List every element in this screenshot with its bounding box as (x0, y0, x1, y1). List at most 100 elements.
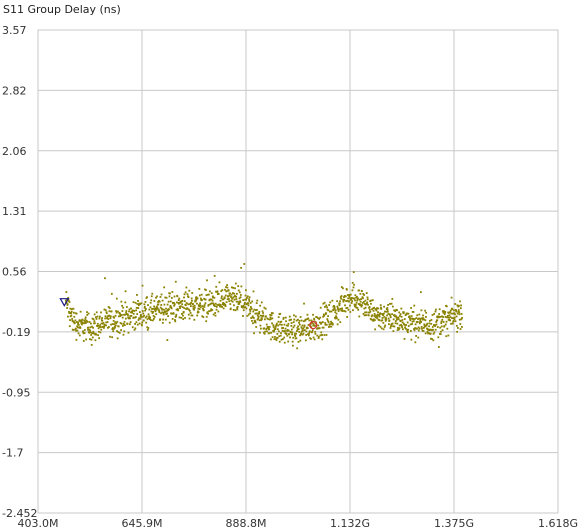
data-point (364, 306, 367, 309)
data-point (268, 332, 271, 335)
data-point (422, 317, 425, 320)
data-point (138, 322, 141, 325)
data-point (202, 316, 205, 318)
data-point (113, 323, 116, 325)
data-point (121, 316, 124, 319)
x-tick-label: 1.132G (330, 517, 370, 530)
data-point (281, 329, 284, 332)
data-point (391, 305, 394, 308)
data-point (278, 340, 281, 343)
data-point (68, 301, 71, 303)
data-point (313, 318, 316, 321)
data-point (80, 322, 83, 325)
data-point (98, 317, 101, 320)
data-point (395, 315, 397, 318)
data-point (269, 318, 272, 320)
data-point (265, 323, 268, 326)
data-point (74, 319, 77, 322)
data-point (361, 296, 364, 299)
data-point (91, 336, 94, 339)
data-point (326, 319, 329, 322)
data-point (88, 338, 91, 341)
data-point (124, 317, 127, 320)
data-point (158, 309, 161, 312)
data-point (138, 311, 141, 313)
data-point (419, 317, 422, 320)
data-point (379, 304, 382, 307)
data-point (431, 314, 434, 316)
data-point (276, 336, 279, 339)
data-point (123, 313, 125, 316)
data-point (280, 338, 283, 341)
data-point (166, 303, 169, 306)
data-point (189, 305, 192, 308)
data-point (287, 324, 289, 327)
data-point (102, 325, 104, 328)
data-point (243, 301, 246, 304)
data-point (333, 305, 336, 308)
data-point (230, 299, 233, 302)
data-point (287, 329, 290, 332)
data-point (383, 326, 386, 328)
data-point (244, 306, 247, 309)
data-point (72, 320, 74, 323)
data-point (410, 307, 413, 309)
data-point (73, 315, 76, 318)
data-point (404, 327, 407, 330)
data-point (303, 324, 306, 327)
data-point (233, 298, 236, 301)
data-point (231, 300, 234, 303)
data-point (344, 304, 346, 307)
data-point (409, 323, 412, 326)
data-point (209, 309, 212, 312)
data-point (348, 295, 351, 298)
data-point (369, 310, 372, 313)
data-point (262, 314, 265, 317)
data-point (148, 308, 151, 311)
data-point (219, 303, 222, 306)
data-point (142, 312, 145, 315)
data-point (170, 306, 173, 309)
data-point (319, 334, 322, 337)
data-point (326, 318, 329, 320)
data-point (313, 324, 316, 327)
data-point (437, 346, 440, 348)
data-point (423, 323, 426, 326)
data-point (226, 286, 229, 289)
data-point (319, 316, 322, 319)
marker-circle-icon[interactable] (309, 321, 318, 330)
data-point (191, 299, 193, 302)
data-point (188, 289, 191, 292)
data-point (320, 331, 323, 334)
data-point (252, 310, 255, 313)
data-point (95, 316, 97, 319)
data-point (293, 334, 296, 337)
data-point (450, 322, 452, 325)
marker-triangle-icon[interactable] (59, 298, 70, 307)
data-point (449, 319, 452, 322)
data-point (136, 323, 139, 326)
data-point (333, 307, 336, 310)
data-point (376, 307, 378, 310)
data-point (129, 321, 132, 324)
data-point (224, 305, 227, 307)
data-point (78, 319, 81, 322)
data-point (235, 292, 238, 295)
data-point (363, 307, 366, 310)
data-point (97, 327, 100, 330)
data-point (307, 333, 309, 336)
data-point (288, 333, 291, 336)
data-point (427, 328, 430, 331)
data-point (417, 336, 420, 339)
data-point (384, 324, 387, 327)
data-point (460, 318, 463, 321)
data-point (395, 318, 398, 321)
data-point (155, 305, 158, 308)
data-point (407, 328, 410, 331)
data-point (422, 330, 425, 332)
data-point (344, 295, 347, 298)
data-point (239, 301, 242, 303)
data-point (432, 328, 434, 331)
data-point (430, 322, 433, 325)
data-point (299, 316, 302, 318)
